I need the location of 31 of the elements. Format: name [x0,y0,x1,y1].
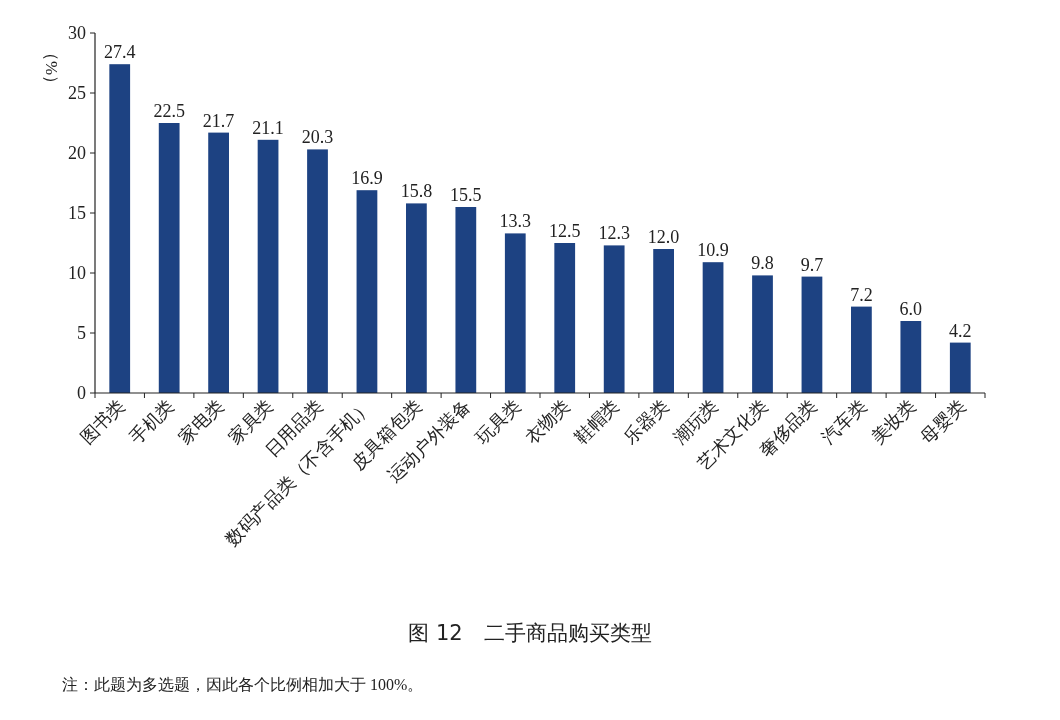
y-tick-label: 15 [68,203,86,223]
data-label: 15.5 [450,185,482,205]
y-tick-label: 0 [77,383,86,403]
data-label: 4.2 [949,320,972,341]
data-label: 10.9 [697,240,729,261]
data-label: 15.8 [400,181,433,202]
y-tick-label: 10 [68,263,86,283]
data-label: 22.5 [153,101,185,121]
y-tick-label: 5 [77,323,86,343]
data-label: 12.5 [548,221,581,241]
data-label: 9.8 [751,253,774,274]
data-label: 7.2 [850,284,873,305]
x-tick-label: 手机类 [125,395,178,449]
data-label: 21.1 [252,117,284,138]
y-axis-title: （%） [42,44,61,93]
data-label: 12.3 [598,223,630,244]
y-tick-label: 20 [68,143,86,163]
data-label: 12.0 [647,227,680,247]
x-tick-label: 家电类 [175,395,228,449]
data-label: 9.7 [800,254,824,275]
data-label: 21.7 [202,110,235,131]
y-tick-label: 30 [68,23,86,43]
text: 注：此题为多选题，因此各个比例相加大于 100%。 [62,676,424,693]
data-label: 27.4 [103,42,136,63]
data-label: 16.9 [351,168,383,189]
data-label: 20.3 [301,127,334,148]
x-tick-label: 乐器类 [620,395,673,449]
text: 图 12 二手商品购买类型 [408,621,652,645]
y-tick-label: 25 [68,83,86,103]
data-label: 13.3 [499,211,532,232]
data-label: 6.0 [899,299,923,319]
